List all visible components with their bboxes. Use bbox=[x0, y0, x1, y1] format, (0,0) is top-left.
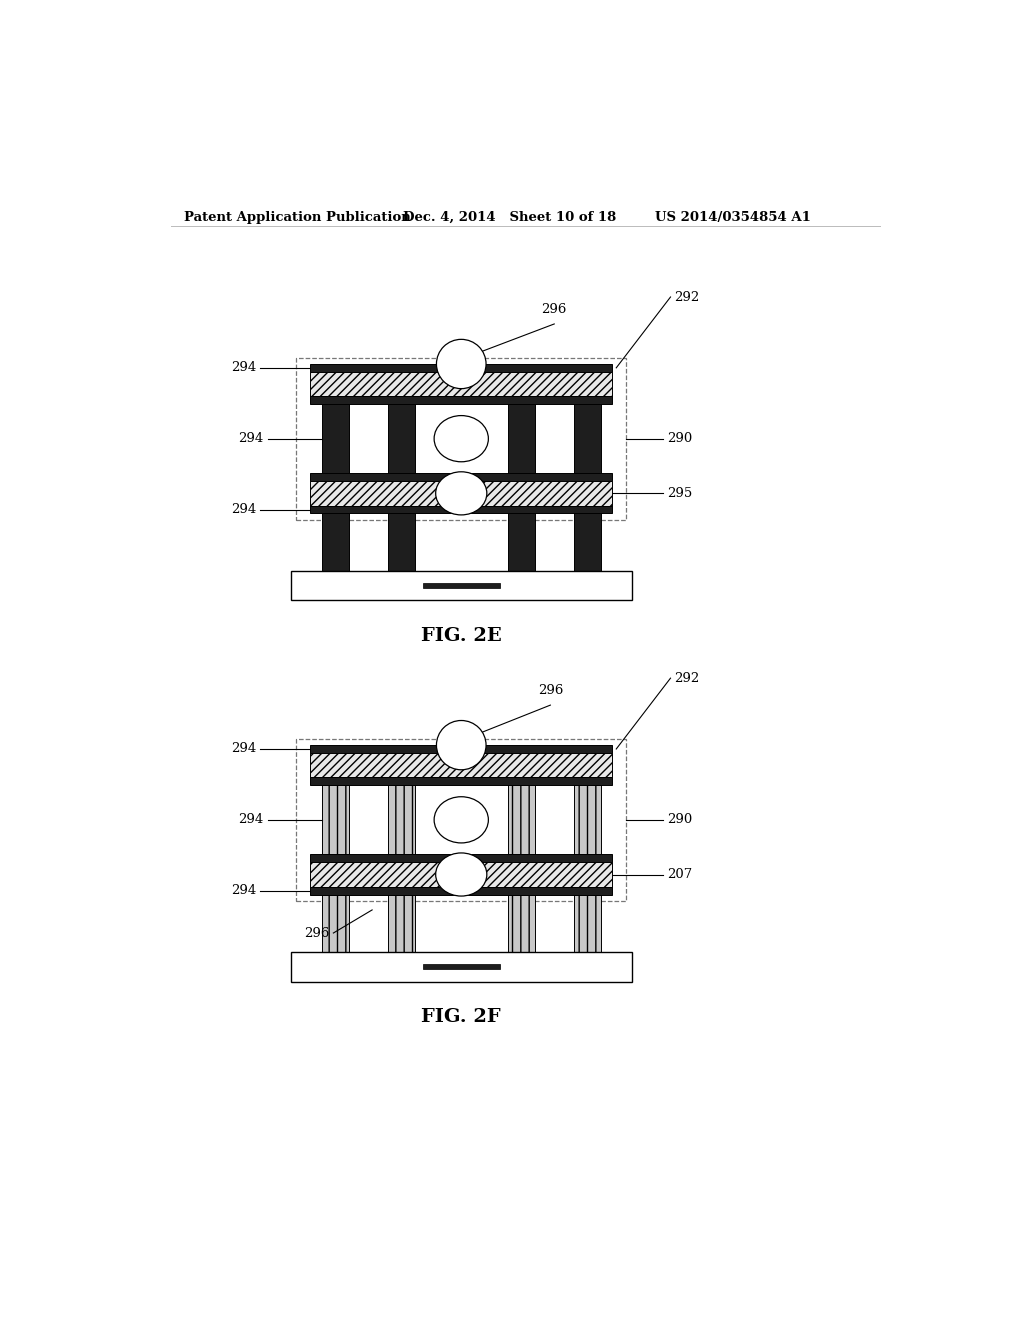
Bar bbox=[310, 777, 612, 785]
Ellipse shape bbox=[435, 853, 486, 896]
Text: 290: 290 bbox=[667, 813, 692, 826]
Ellipse shape bbox=[434, 797, 488, 843]
Bar bbox=[423, 582, 500, 589]
Text: Dec. 4, 2014   Sheet 10 of 18: Dec. 4, 2014 Sheet 10 of 18 bbox=[403, 211, 616, 224]
Bar bbox=[310, 474, 612, 480]
Bar bbox=[508, 513, 535, 572]
Text: 292: 292 bbox=[675, 290, 699, 304]
Bar bbox=[322, 895, 349, 952]
Bar bbox=[508, 785, 535, 854]
Text: 296: 296 bbox=[304, 927, 330, 940]
Bar bbox=[573, 513, 601, 572]
Text: Patent Application Publication: Patent Application Publication bbox=[183, 211, 411, 224]
Bar bbox=[310, 887, 612, 895]
Bar bbox=[573, 895, 601, 952]
Bar bbox=[310, 372, 612, 396]
Bar bbox=[310, 854, 612, 862]
Bar bbox=[310, 364, 612, 372]
Text: 295: 295 bbox=[667, 487, 692, 500]
Text: 296: 296 bbox=[538, 684, 563, 697]
Bar bbox=[423, 964, 500, 969]
Text: 290: 290 bbox=[667, 432, 692, 445]
Bar bbox=[322, 785, 349, 854]
Text: 294: 294 bbox=[239, 432, 263, 445]
Text: 292: 292 bbox=[675, 672, 699, 685]
Bar bbox=[310, 752, 612, 777]
Text: 294: 294 bbox=[239, 813, 263, 826]
Bar bbox=[310, 396, 612, 404]
Bar bbox=[573, 785, 601, 854]
Bar bbox=[388, 895, 415, 952]
Bar bbox=[296, 358, 627, 520]
Bar bbox=[310, 862, 612, 887]
Ellipse shape bbox=[434, 416, 488, 462]
Bar bbox=[322, 404, 349, 474]
Text: US 2014/0354854 A1: US 2014/0354854 A1 bbox=[655, 211, 811, 224]
Ellipse shape bbox=[435, 471, 486, 515]
Bar bbox=[388, 513, 415, 572]
Text: FIG. 2E: FIG. 2E bbox=[421, 627, 502, 645]
Bar bbox=[508, 404, 535, 474]
Bar bbox=[322, 513, 349, 572]
Ellipse shape bbox=[436, 721, 486, 770]
Text: 296: 296 bbox=[542, 304, 567, 317]
Bar bbox=[291, 952, 632, 982]
Text: 294: 294 bbox=[230, 742, 256, 755]
Text: 207: 207 bbox=[667, 869, 692, 880]
Bar bbox=[310, 480, 612, 506]
Bar bbox=[388, 404, 415, 474]
Bar bbox=[310, 744, 612, 752]
Bar bbox=[573, 404, 601, 474]
Bar bbox=[310, 506, 612, 513]
Text: 294: 294 bbox=[230, 884, 256, 898]
Ellipse shape bbox=[436, 339, 486, 388]
Bar bbox=[296, 739, 627, 900]
Text: 294: 294 bbox=[230, 503, 256, 516]
Text: FIG. 2F: FIG. 2F bbox=[422, 1008, 501, 1027]
Bar bbox=[388, 785, 415, 854]
Text: 294: 294 bbox=[230, 362, 256, 375]
Bar bbox=[508, 895, 535, 952]
Bar bbox=[291, 572, 632, 601]
